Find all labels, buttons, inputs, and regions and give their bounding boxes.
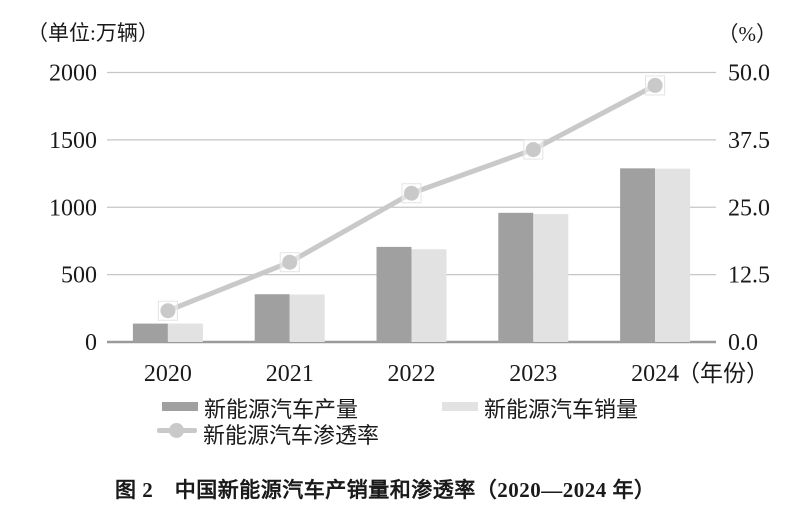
bar-production-2020 (132, 323, 168, 342)
left-axis-tick: 2000 (49, 61, 97, 87)
penetration-marker-2022 (404, 185, 419, 201)
x-axis-tick-2020: 2020 (144, 361, 192, 387)
legend-swatch-sales (442, 402, 478, 411)
penetration-marker-2021 (282, 254, 298, 270)
right-axis-tick: 37.5 (728, 128, 770, 154)
legend-label-sales: 新能源汽车销量 (484, 397, 639, 422)
bar-sales-2022 (411, 249, 447, 342)
chart-svg: 0 0.0 500 12.5 1000 25.0 1500 37.5 2000 50.0 （单位:万… (27, 21, 778, 387)
x-axis-suffix: （年份） (677, 361, 769, 386)
penetration-marker-2024 (647, 77, 663, 93)
figure-caption: 图 2 中国新能源汽车产销量和渗透率（2020—2024 年） (115, 478, 656, 502)
legend-dot-marker (169, 423, 184, 438)
x-axis-tick-2022: 2022 (388, 361, 436, 387)
bar-sales-2023 (533, 214, 569, 342)
left-axis-tick: 0 (85, 330, 97, 356)
bar-production-2023 (498, 212, 534, 342)
right-axis-tick: 50.0 (728, 61, 770, 87)
left-axis-tick: 500 (61, 263, 97, 289)
x-axis-tick-2021: 2021 (266, 361, 314, 387)
penetration-marker-2020 (160, 303, 176, 319)
right-axis-unit-label: （%） (718, 22, 778, 46)
bar-sales-2020 (167, 323, 203, 342)
bar-production-2021 (254, 294, 290, 342)
left-axis-tick: 1500 (49, 128, 97, 154)
bar-production-2024 (620, 168, 656, 342)
bar-production-2022 (376, 246, 412, 342)
legend-swatch-production (162, 402, 198, 411)
left-axis-unit-label: （单位:万辆） (27, 21, 159, 45)
bar-sales-2021 (289, 294, 325, 342)
right-axis-tick: 25.0 (728, 195, 770, 221)
penetration-marker-2023 (525, 142, 541, 158)
x-axis-tick-2024: 2024 (631, 361, 679, 387)
bar-sales-2024 (655, 168, 691, 342)
x-axis-tick-2023: 2023 (509, 361, 557, 387)
right-axis-tick: 12.5 (728, 263, 770, 289)
left-axis-tick: 1000 (49, 195, 97, 221)
legend-label-penetration: 新能源汽车渗透率 (203, 423, 380, 448)
right-axis-tick: 0.0 (728, 330, 758, 356)
legend-label-production: 新能源汽车产量 (204, 397, 359, 422)
